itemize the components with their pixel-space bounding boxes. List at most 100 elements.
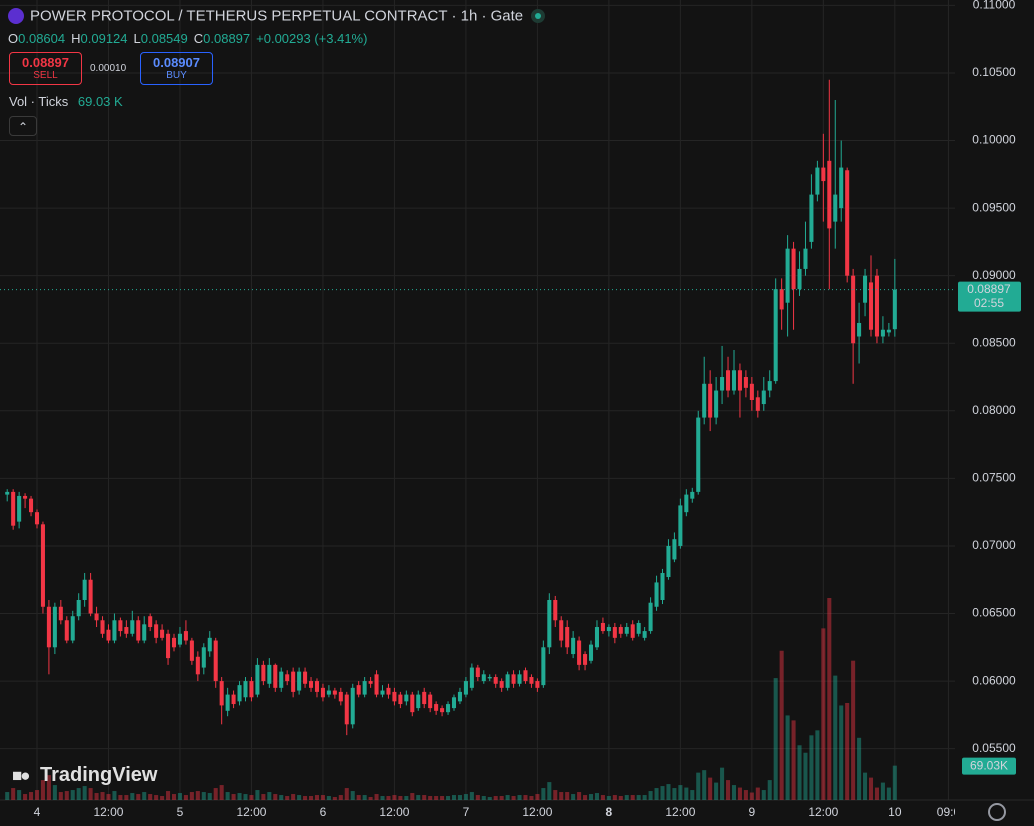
volume-bar (517, 795, 522, 800)
volume-bar (642, 795, 647, 800)
ohlc-value: 0.09124 (80, 31, 128, 46)
candle-body (648, 602, 653, 632)
volume-bar (392, 795, 397, 800)
candle-body (17, 495, 22, 522)
candle-body (148, 616, 153, 628)
candle-body (547, 600, 552, 648)
volume-bar (743, 790, 748, 800)
y-tick-label: 0.09000 (972, 268, 1016, 282)
status-dot (531, 8, 546, 23)
buy-button[interactable]: 0.08907 BUY (140, 52, 213, 85)
settings-icon[interactable] (988, 803, 1006, 821)
volume-bar (809, 735, 814, 800)
volume-bar (362, 795, 367, 800)
volume-tag-value: 69.03K (970, 758, 1008, 772)
candle-body (588, 644, 594, 661)
volume-bar (886, 787, 891, 800)
candle-body (76, 600, 81, 617)
candle-body (398, 694, 403, 705)
candle-body (600, 622, 605, 632)
x-tick-label: 12:00 (808, 805, 838, 819)
candle-body (46, 606, 51, 648)
volume-bar (225, 792, 230, 800)
collapse-button[interactable]: ⌃ (9, 116, 37, 136)
volume-bar (505, 795, 510, 800)
candle-body (219, 681, 224, 706)
volume-bar (46, 775, 51, 800)
volume-bar (118, 795, 123, 800)
volume-bar (273, 794, 278, 800)
volume-bar (249, 795, 254, 800)
volume-bar (553, 790, 558, 800)
candle-body (696, 417, 701, 492)
candle-body (505, 674, 510, 688)
candle-body (863, 275, 868, 303)
sell-button[interactable]: 0.08897 SELL (9, 52, 82, 85)
candle-body (767, 381, 772, 391)
volume-bar (857, 737, 862, 800)
symbol-title[interactable]: POWER PROTOCOL / TETHERUS PERPETUAL CONT… (30, 7, 524, 25)
volume-bar (100, 792, 105, 800)
candle-body (690, 491, 695, 499)
volume-bar (267, 792, 272, 800)
buy-label: BUY (166, 70, 187, 81)
candle-body (207, 637, 212, 652)
candle-body (332, 690, 337, 695)
candle-body (755, 397, 760, 411)
candle-body (410, 694, 415, 713)
candle-body (726, 370, 731, 391)
volume-bar (547, 782, 552, 800)
x-tick-label: 12:00 (522, 805, 552, 819)
volume-bar (761, 790, 766, 800)
candle-body (761, 390, 766, 405)
volume-bar (440, 796, 445, 800)
candle-body (183, 631, 188, 641)
brand-name: TradingView (40, 764, 158, 786)
candle-body (642, 631, 647, 638)
candle-body (243, 681, 248, 698)
volume-bar (755, 787, 760, 800)
y-tick-label: 0.06000 (972, 673, 1016, 687)
candle-body (428, 694, 433, 709)
volume-bar (487, 797, 492, 800)
candle-body (94, 613, 99, 621)
candle-body (416, 694, 421, 709)
x-tick-label: 09:0 (937, 805, 961, 819)
candle-body (177, 633, 182, 645)
volume-bar (636, 795, 641, 800)
candle-body (583, 654, 588, 665)
ohlc-key: C (193, 31, 204, 46)
candle-body (314, 681, 320, 692)
candle-body (487, 677, 492, 679)
volume-bar (815, 730, 820, 800)
volume-bar (851, 660, 856, 800)
volume-bar (618, 796, 623, 800)
x-tick-label: 12:00 (93, 805, 123, 819)
x-tick-label: 4 (34, 805, 41, 819)
candle-body (237, 685, 242, 702)
volume-bar (11, 788, 16, 800)
volume-label: Vol · Ticks (9, 94, 69, 109)
candle-body (350, 687, 355, 725)
volume-bar (207, 793, 212, 800)
volume-bar (314, 795, 320, 800)
volume-bar (892, 765, 897, 800)
volume-bar (648, 791, 653, 800)
volume-bar (166, 791, 171, 800)
volume-bar (142, 792, 147, 800)
candle-body (422, 691, 427, 705)
y-tick-label: 0.10000 (972, 133, 1016, 147)
volume-bar (136, 794, 141, 800)
buy-price: 0.08907 (153, 55, 200, 70)
candle-body (874, 275, 879, 337)
candle-body (261, 664, 266, 682)
candle-body (535, 681, 540, 688)
volume-bar (416, 795, 421, 800)
volume-bar (380, 796, 385, 800)
volume-bar (148, 794, 153, 800)
volume-bar (70, 790, 75, 800)
volume-bar (749, 792, 754, 800)
candle-body (11, 491, 16, 526)
candle-body (23, 495, 28, 499)
